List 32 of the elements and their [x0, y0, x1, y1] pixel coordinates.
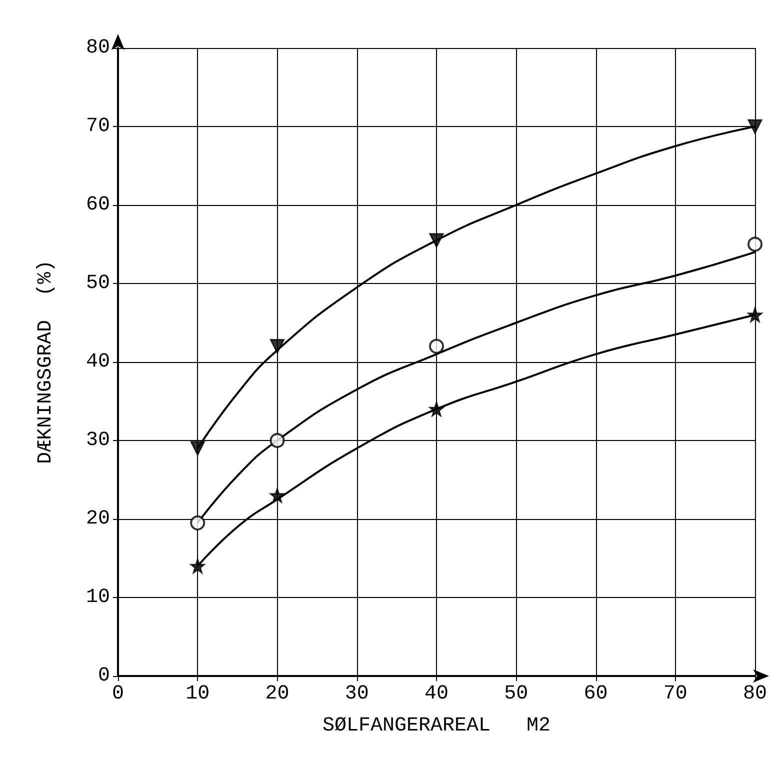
y-tick-label: 40 [86, 350, 110, 374]
y-tick-label: 30 [86, 429, 110, 452]
point [748, 119, 762, 134]
x-tick-label: 80 [742, 682, 768, 706]
x-tick-label: 60 [584, 682, 608, 706]
point [748, 308, 762, 322]
x-tick-label: 0 [112, 682, 124, 706]
y-axis-title: DÆKNINGSGRAD (%) [34, 260, 58, 464]
point [748, 236, 762, 252]
x-tick-label: 70 [663, 682, 688, 706]
y-tick-label: 10 [86, 586, 110, 609]
point [270, 433, 285, 448]
x-tick-label: 30 [344, 682, 369, 706]
point [429, 338, 444, 354]
x-tick-label: 50 [504, 682, 528, 706]
point [270, 488, 284, 503]
point [270, 339, 284, 354]
y-tick-label: 50 [86, 272, 110, 295]
x-tick-label: 40 [424, 682, 449, 706]
y-tick-label: 80 [86, 36, 110, 60]
x-tick-label: 20 [265, 682, 290, 706]
point [190, 558, 205, 574]
point [190, 441, 205, 456]
x-tick-label: 10 [186, 682, 210, 706]
x-axis-title: SØLFANGERAREAL M2 [322, 714, 551, 738]
y-tick-label: 60 [86, 194, 110, 216]
point [429, 233, 444, 248]
y-tick-label: 0 [98, 664, 110, 688]
y-tick-label: 70 [86, 115, 110, 138]
y-tick-label: 20 [86, 508, 110, 530]
point [190, 515, 206, 530]
point [429, 402, 444, 416]
